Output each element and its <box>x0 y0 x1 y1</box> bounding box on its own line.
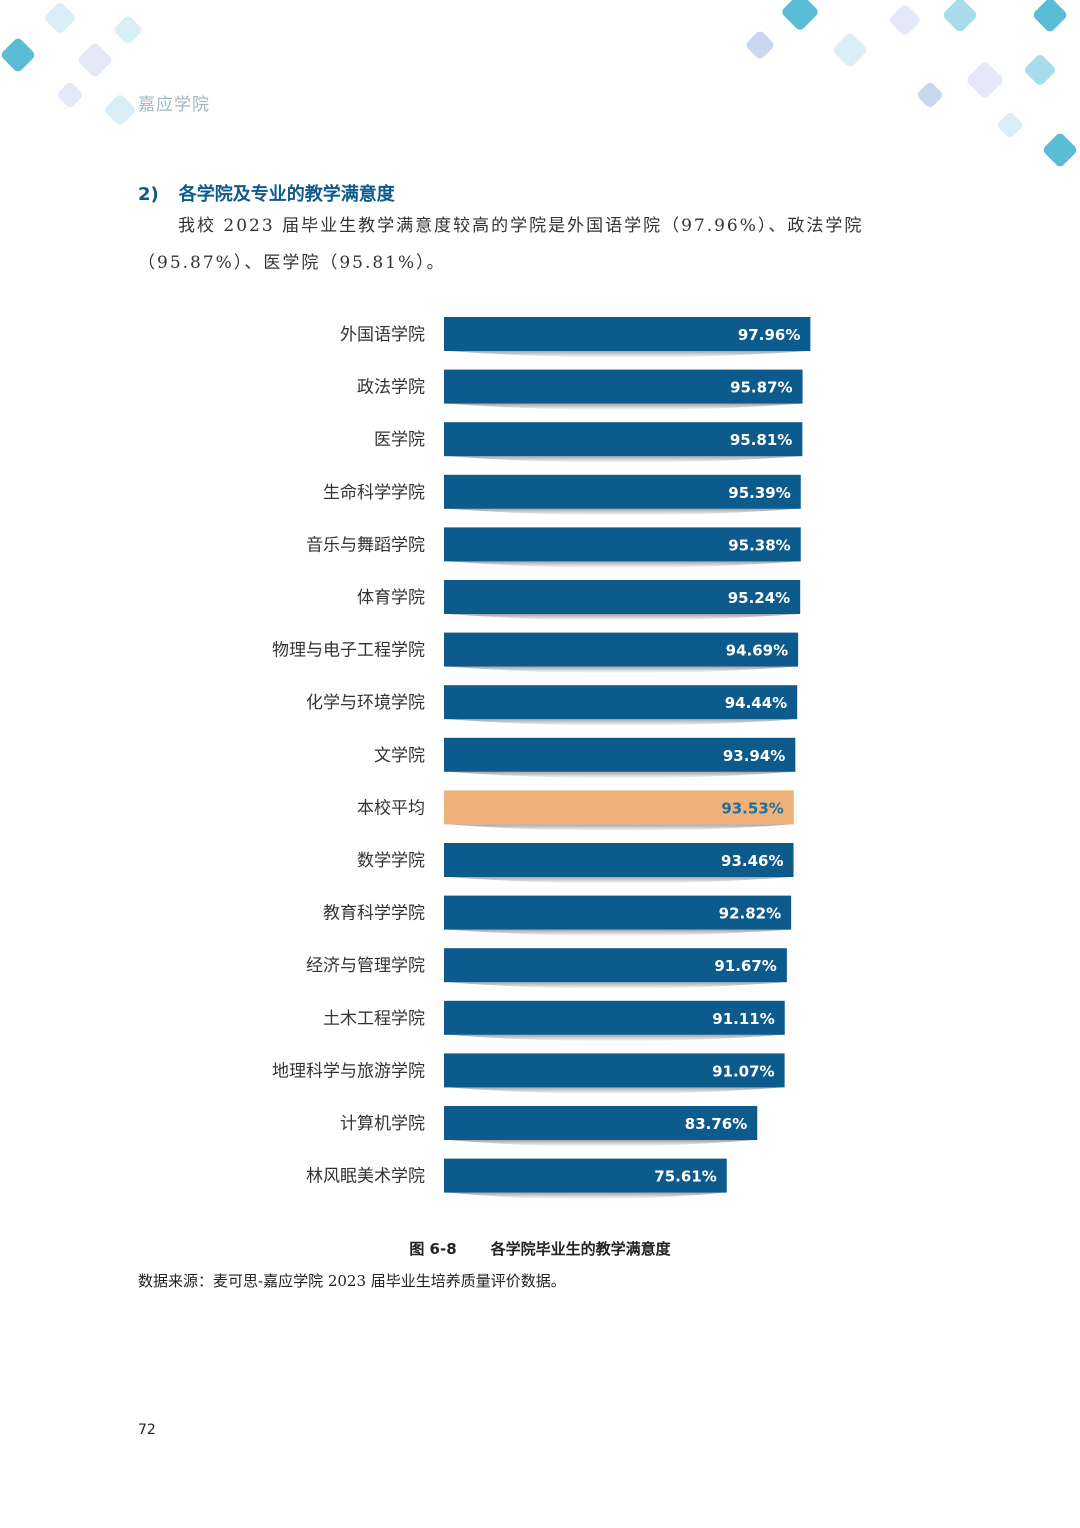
bar-9 <box>444 737 796 772</box>
decor-diamond <box>997 112 1023 138</box>
bar-shadow <box>448 1140 756 1147</box>
value-label: 95.87% <box>730 379 792 397</box>
figure-title: 各学院毕业生的教学满意度 <box>490 1240 671 1258</box>
category-label: 化学与环境学院 <box>306 693 425 713</box>
bar-shadow <box>448 456 801 463</box>
decor-diamond <box>45 3 75 33</box>
bar-5 <box>444 527 801 562</box>
value-label: 95.24% <box>728 589 790 607</box>
bar-shadow <box>448 1087 783 1094</box>
decor-diamond <box>1 38 35 72</box>
bar-16 <box>444 1106 758 1140</box>
value-label: 95.81% <box>730 431 792 449</box>
category-label: 林风眠美术学院 <box>306 1167 425 1187</box>
decor-diamond <box>833 33 867 67</box>
bar-shadow <box>448 1192 725 1200</box>
bar-12 <box>444 895 792 930</box>
bar-shadow <box>448 614 799 621</box>
category-label: 地理科学与旅游学院 <box>272 1061 425 1081</box>
decor-diamond <box>114 16 142 44</box>
bar-shadow <box>448 929 790 937</box>
value-label: 75.61% <box>654 1168 716 1186</box>
category-label: 数学学院 <box>357 851 425 871</box>
category-label: 物理与电子工程学院 <box>272 641 425 661</box>
decor-diamond <box>105 95 135 125</box>
value-label: 97.96% <box>738 326 800 344</box>
decor-diamond <box>746 31 774 59</box>
bar-shadow <box>448 877 792 884</box>
category-label: 文学院 <box>374 746 425 766</box>
bar-shadow <box>448 351 809 358</box>
value-label: 92.82% <box>719 905 781 923</box>
category-label: 音乐与舞蹈学院 <box>306 535 425 555</box>
section-number: 2) <box>138 184 159 205</box>
value-label: 91.11% <box>712 1010 774 1028</box>
bar-1 <box>444 317 811 351</box>
category-label: 教育科学学院 <box>323 904 425 924</box>
bar-8 <box>444 685 798 720</box>
bar-15 <box>444 1053 785 1088</box>
decor-diamond <box>57 82 83 108</box>
value-label: 93.46% <box>721 852 783 870</box>
decor-diamond <box>1033 0 1067 32</box>
value-label: 95.39% <box>728 484 790 502</box>
decor-diamond <box>943 0 977 32</box>
bar-3 <box>444 422 803 457</box>
bar-shadow <box>448 771 794 779</box>
header-school-name: 嘉应学院 <box>138 95 210 115</box>
value-label: 93.94% <box>723 747 785 765</box>
section-title: 各学院及专业的教学满意度 <box>178 184 395 205</box>
bar-shadow <box>448 719 796 726</box>
bar-13 <box>444 948 787 983</box>
decor-diamond <box>78 43 112 77</box>
value-label: 93.53% <box>721 799 783 817</box>
section-paragraph: 我校 2023 届毕业生教学满意度较高的学院是外国语学院（97.96%）、政法学… <box>138 208 938 282</box>
section-heading: 2) 各学院及专业的教学满意度 <box>138 180 395 206</box>
bar-shadow <box>448 982 785 989</box>
category-label: 经济与管理学院 <box>306 956 425 976</box>
paragraph-text: 我校 2023 届毕业生教学满意度较高的学院是外国语学院（97.96%）、政法学… <box>138 216 864 273</box>
category-label: 医学院 <box>374 430 425 450</box>
bar-shadow <box>448 403 801 411</box>
bar-14 <box>444 1000 785 1035</box>
bar-10 <box>444 790 794 825</box>
bar-7 <box>444 632 799 667</box>
bar-4 <box>444 474 801 509</box>
data-source-note: 数据来源：麦可思-嘉应学院 2023 届毕业生培养质量评价数据。 <box>138 1272 566 1290</box>
bar-shadow <box>448 1034 783 1042</box>
decor-diamond <box>917 82 943 108</box>
value-label: 94.69% <box>726 642 788 660</box>
header-decoration <box>1 0 1077 167</box>
bar-2 <box>444 369 803 404</box>
figure-caption: 图 6-8 各学院毕业生的教学满意度 <box>0 1238 1080 1259</box>
category-label: 体育学院 <box>357 588 425 608</box>
category-label: 外国语学院 <box>340 325 425 345</box>
decor-diamond <box>1025 55 1055 85</box>
bar-6 <box>444 580 801 614</box>
bar-11 <box>444 843 794 877</box>
satisfaction-bar-chart: 外国语学院 97.96% 政法学院 95.87% 医学院 95.81% 生命科学学院 95.3… <box>272 317 811 1200</box>
category-label: 生命科学学院 <box>323 483 425 503</box>
bar-17 <box>444 1158 727 1193</box>
value-label: 91.07% <box>712 1062 774 1080</box>
category-label: 政法学院 <box>357 378 425 398</box>
page-number: 72 <box>138 1422 156 1438</box>
bar-shadow <box>448 508 799 516</box>
category-label: 计算机学院 <box>340 1114 425 1134</box>
decor-diamond <box>1043 133 1077 167</box>
bar-shadow <box>448 666 797 674</box>
value-label: 95.38% <box>728 536 790 554</box>
decor-diamond <box>890 5 920 35</box>
figure-number: 图 6-8 <box>409 1240 457 1258</box>
category-label: 土木工程学院 <box>323 1009 425 1029</box>
value-label: 91.67% <box>714 957 776 975</box>
value-label: 94.44% <box>725 694 787 712</box>
value-label: 83.76% <box>685 1115 747 1133</box>
bar-shadow <box>448 561 799 568</box>
bar-shadow <box>448 824 792 831</box>
decor-diamond <box>782 0 818 30</box>
decor-diamond <box>967 62 1003 98</box>
category-label: 本校平均 <box>357 798 425 818</box>
